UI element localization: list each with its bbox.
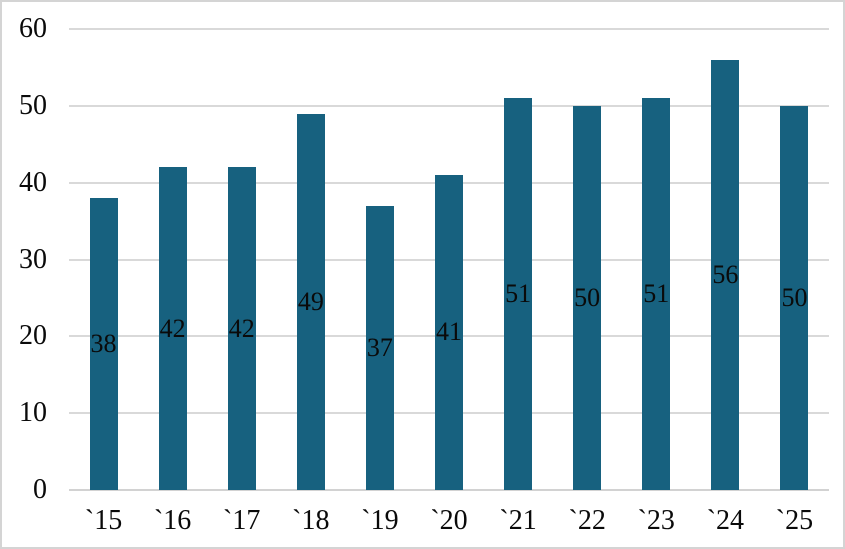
bar-data-label: 41 xyxy=(436,317,462,347)
bar-data-label: 56 xyxy=(712,259,739,289)
bar: 56 xyxy=(711,59,740,490)
x-axis-category-label: `25 xyxy=(775,505,814,536)
bar: 37 xyxy=(365,205,394,490)
bar: 51 xyxy=(504,98,533,490)
bar-data-label: 50 xyxy=(574,282,601,312)
bar: 42 xyxy=(158,167,187,490)
x-axis-category-label: `17 xyxy=(223,505,261,536)
bar: 49 xyxy=(296,113,325,490)
bar: 41 xyxy=(435,174,463,490)
x-axis-category-label: `23 xyxy=(637,505,675,536)
bar: 50 xyxy=(780,105,809,490)
x-axis-category-label: `20 xyxy=(430,505,468,536)
plot-area: 38 42 42 49 37 41 51 50 51 56 50 xyxy=(69,28,829,491)
bar: 42 xyxy=(227,167,256,490)
bar: 38 xyxy=(89,198,118,490)
y-axis-tick-label: 20 xyxy=(19,320,47,352)
x-axis-category-label: `24 xyxy=(706,505,745,536)
bar: 51 xyxy=(642,98,671,490)
y-axis-tick-label: 0 xyxy=(33,474,47,505)
bar-data-label: 38 xyxy=(90,329,117,359)
bar-data-label: 51 xyxy=(505,279,532,309)
x-axis-line xyxy=(69,489,829,491)
y-axis-tick-label: 60 xyxy=(19,13,47,44)
x-axis-category-label: `19 xyxy=(361,505,399,536)
x-axis-category-label: `21 xyxy=(499,505,537,536)
bar-data-label: 42 xyxy=(159,313,186,343)
gridline xyxy=(69,104,829,107)
bar-data-label: 49 xyxy=(297,286,324,316)
bar: 50 xyxy=(573,105,602,490)
gridline xyxy=(69,28,829,30)
bar-data-label: 51 xyxy=(643,279,670,309)
x-axis-category-label: `18 xyxy=(292,505,330,536)
x-axis-category-label: `15 xyxy=(84,505,123,536)
y-axis-tick-label: 50 xyxy=(19,89,47,121)
bar-data-label: 37 xyxy=(366,332,393,362)
x-axis-category-label: `22 xyxy=(568,505,606,536)
y-axis-tick-label: 10 xyxy=(19,397,47,429)
bar-data-label: 42 xyxy=(228,313,255,343)
bar-data-label: 50 xyxy=(781,282,808,312)
y-axis-tick-label: 40 xyxy=(19,166,47,198)
y-axis-tick-label: 30 xyxy=(19,243,47,275)
x-axis-category-label: `16 xyxy=(153,505,192,536)
